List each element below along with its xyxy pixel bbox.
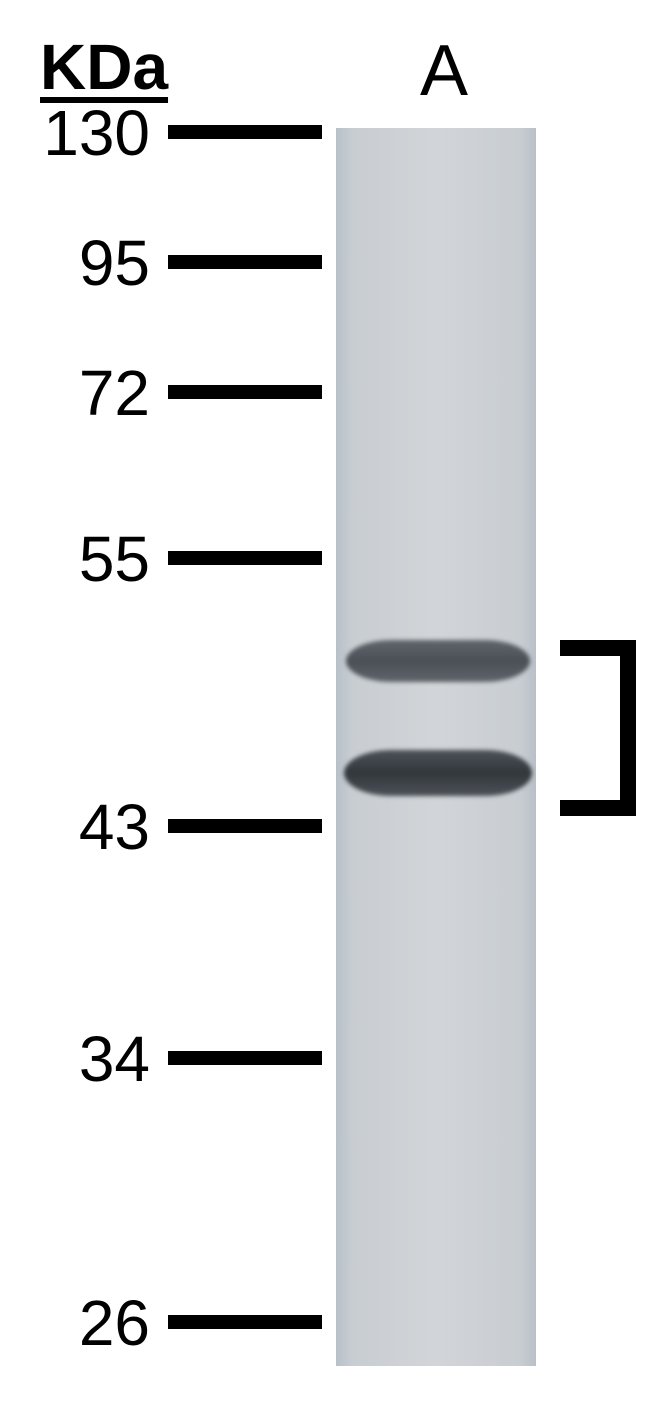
bracket-arm-top [560,640,636,656]
blot-figure: KDa A 130957255433426 [0,0,650,1416]
band-bracket [0,0,650,1416]
bracket-arm-bottom [560,800,636,816]
bracket-vertical [620,640,636,816]
